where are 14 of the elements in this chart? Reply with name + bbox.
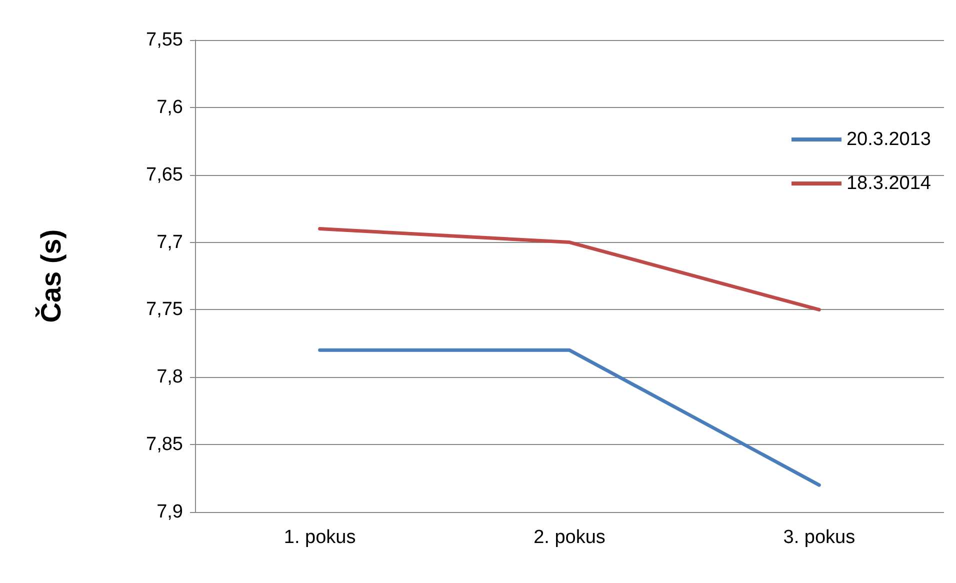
x-tick-label: 3. pokus	[783, 527, 856, 548]
y-tick-label: 7,75	[146, 299, 183, 320]
x-tick-label: 2. pokus	[534, 527, 606, 548]
y-tick-label: 7,6	[156, 96, 183, 118]
legend-label: 20.3.2013	[846, 129, 932, 150]
y-tick-label: 7,65	[146, 164, 183, 186]
y-tick-label: 7,9	[156, 502, 183, 522]
y-axis-title: Čas (s)	[34, 229, 66, 323]
legend-label: 18.3.2014	[846, 173, 932, 194]
x-tick-label: 1. pokus	[284, 527, 356, 548]
y-tick-label: 7,8	[156, 366, 183, 388]
y-tick-label: 7,7	[156, 232, 183, 253]
y-tick-label: 7,55	[146, 30, 183, 50]
y-tick-label: 7,85	[146, 434, 183, 456]
